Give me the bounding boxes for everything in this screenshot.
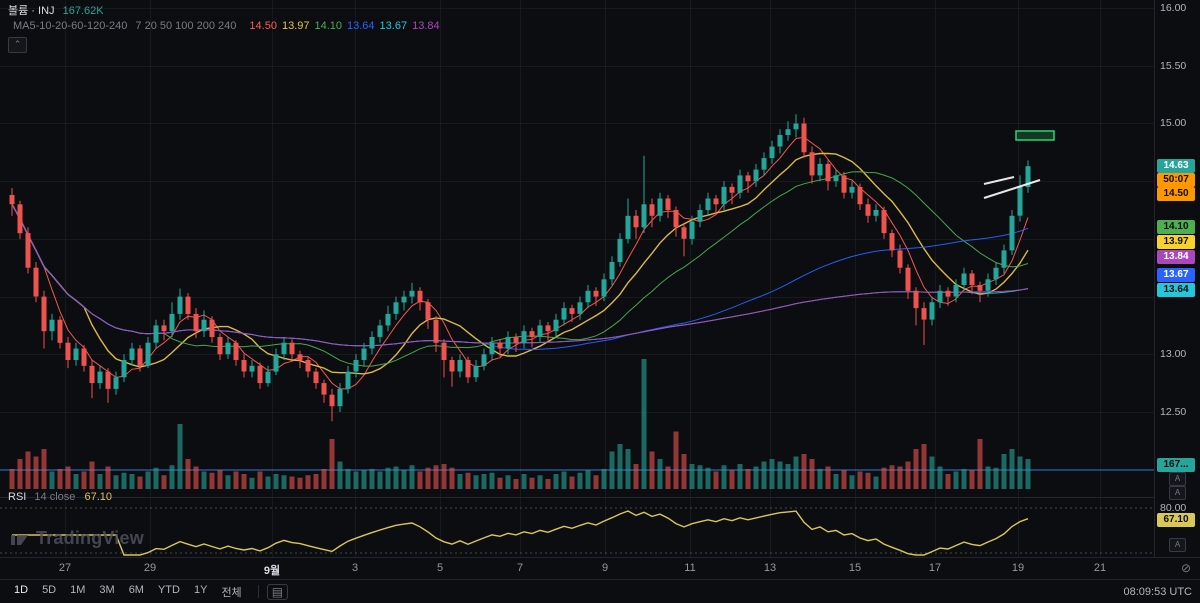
volume-legend-row[interactable]: 볼륨 · INJ 167.62K bbox=[8, 4, 440, 19]
volume-legend-value: 167.62K bbox=[62, 5, 104, 17]
ma120-badge: 13.67 bbox=[1157, 268, 1195, 282]
ma5-badge: 14.50 bbox=[1157, 187, 1195, 201]
rsi-indicator-name: RSI bbox=[8, 491, 27, 503]
ma-legend-value: 13.67 bbox=[379, 20, 408, 32]
legend-collapse-button[interactable]: ⌃ bbox=[8, 37, 27, 53]
time-axis-tick: 7 bbox=[516, 562, 524, 574]
ma-legend-params: 7 20 50 100 200 240 bbox=[135, 20, 237, 32]
time-axis-tick: 15 bbox=[848, 562, 862, 574]
circle-slash-icon[interactable]: ⊘ bbox=[1180, 561, 1191, 575]
bar-countdown-badge: 50:07 bbox=[1157, 173, 1195, 187]
price-axis-label: 13.00 bbox=[1160, 348, 1187, 360]
price-axis-label: 15.50 bbox=[1160, 60, 1187, 72]
rsi-value-badge: 67.10 bbox=[1157, 513, 1195, 527]
time-axis-tick: 9월 bbox=[263, 565, 281, 577]
ma-legend-value: 14.10 bbox=[314, 20, 343, 32]
rsi-indicator-value: 67.10 bbox=[84, 491, 112, 503]
auto-scale-button[interactable]: A bbox=[1169, 472, 1186, 486]
chart-legend: 볼륨 · INJ 167.62K MA5-10-20-60-120-240 7 … bbox=[8, 4, 440, 53]
time-axis-tick: 27 bbox=[58, 562, 72, 574]
time-axis-tick: 21 bbox=[1093, 562, 1107, 574]
range-buttons-group: 1D 5D 1M 3M 6M YTD 1Y 전체 bbox=[8, 582, 250, 602]
tradingview-watermark: TradingView bbox=[10, 528, 144, 549]
ma-legend-label: MA5-10-20-60-120-240 bbox=[13, 20, 128, 32]
ma-legend-value: 14.50 bbox=[249, 20, 277, 32]
ma20-badge: 14.10 bbox=[1157, 220, 1195, 234]
volume-value-badge: 167... bbox=[1157, 458, 1195, 472]
time-axis[interactable]: 27 29 9월 3 5 7 9 11 13 15 17 19 21 ⊘ bbox=[0, 557, 1200, 580]
time-axis-tick: 17 bbox=[928, 562, 942, 574]
price-axis[interactable]: 16.00 15.50 15.00 13.00 12.50 14.63 50:07 14.50… bbox=[1154, 0, 1200, 557]
last-price-badge: 14.63 bbox=[1157, 159, 1195, 173]
ma-legend-value: 13.84 bbox=[412, 20, 440, 32]
price-axis-label: 16.00 bbox=[1160, 2, 1187, 14]
range-button-1d[interactable]: 1D bbox=[14, 583, 29, 596]
chevron-up-icon: ⌃ bbox=[13, 39, 22, 49]
range-button-5d[interactable]: 5D bbox=[42, 583, 57, 596]
range-button-ytd[interactable]: YTD bbox=[157, 583, 180, 596]
price-axis-label: 15.00 bbox=[1160, 117, 1187, 129]
time-axis-tick: 5 bbox=[436, 562, 444, 574]
range-button-전체[interactable]: 전체 bbox=[221, 586, 242, 599]
volume-legend-label: 볼륨 · INJ bbox=[8, 5, 55, 17]
time-axis-tick: 9 bbox=[601, 562, 609, 574]
rsi-axis-label: 80.00 bbox=[1160, 502, 1187, 514]
time-axis-tick: 29 bbox=[143, 562, 157, 574]
ma240-badge: 13.84 bbox=[1157, 250, 1195, 264]
ma-legend-row[interactable]: MA5-10-20-60-120-240 7 20 50 100 200 240… bbox=[8, 19, 440, 34]
timezone-utc-button[interactable]: 08:09:53 UTC bbox=[1123, 585, 1192, 598]
tradingview-logo-icon bbox=[11, 534, 28, 545]
time-axis-tick: 19 bbox=[1011, 562, 1025, 574]
rsi-legend[interactable]: RSI 14 close 67.10 bbox=[8, 491, 112, 503]
time-axis-tick: 3 bbox=[351, 562, 359, 574]
price-axis-label: 12.50 bbox=[1160, 406, 1187, 418]
range-button-6m[interactable]: 6M bbox=[128, 583, 144, 596]
ma10-badge: 13.97 bbox=[1157, 235, 1195, 249]
range-button-3m[interactable]: 3M bbox=[99, 583, 115, 596]
toolbar-divider bbox=[257, 585, 259, 598]
auto-scale-button[interactable]: A bbox=[1169, 538, 1186, 552]
auto-scale-button[interactable]: A bbox=[1169, 486, 1186, 500]
ma-legend-value: 13.97 bbox=[281, 20, 310, 32]
range-button-1y[interactable]: 1Y bbox=[193, 583, 208, 596]
rsi-indicator-params: 14 close bbox=[34, 491, 76, 503]
ma-legend-value: 13.64 bbox=[347, 20, 375, 32]
range-button-1m[interactable]: 1M bbox=[70, 583, 86, 596]
time-axis-tick: 11 bbox=[684, 562, 696, 574]
ma-legend-values: 14.50 13.97 14.10 13.64 13.67 13.84 bbox=[244, 20, 439, 32]
ma60-badge: 13.64 bbox=[1157, 283, 1195, 297]
main-chart[interactable] bbox=[0, 0, 1154, 557]
bottom-toolbar: 1D 5D 1M 3M 6M YTD 1Y 전체 ▤ 08:09:53 UTC bbox=[0, 579, 1200, 603]
calendar-icon[interactable]: ▤ bbox=[266, 583, 289, 600]
watermark-text: TradingView bbox=[36, 528, 144, 548]
time-axis-tick: 13 bbox=[763, 562, 777, 574]
